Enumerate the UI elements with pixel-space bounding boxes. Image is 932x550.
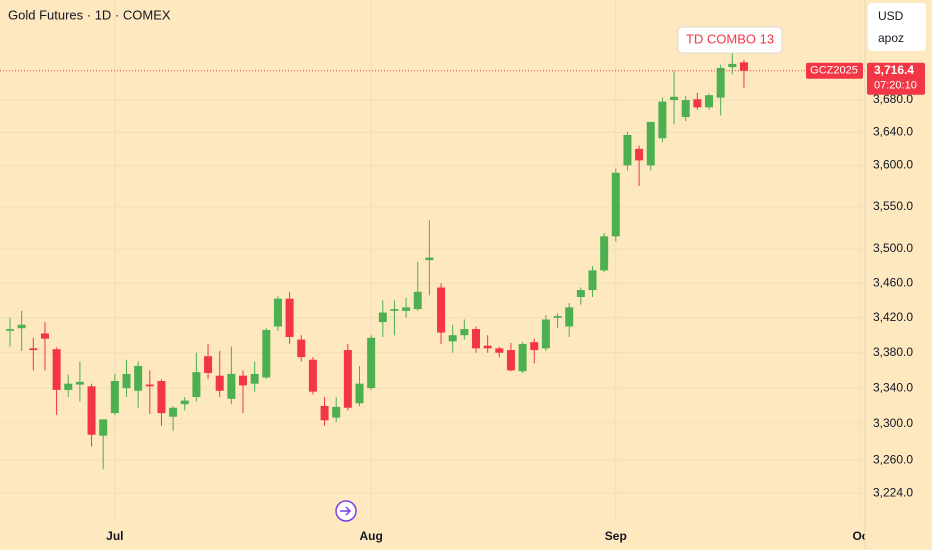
candle-body bbox=[355, 383, 364, 404]
candle-body bbox=[576, 290, 585, 297]
candle-body bbox=[169, 407, 178, 417]
candle-body bbox=[448, 335, 457, 342]
candle-body bbox=[611, 172, 620, 237]
candle-body bbox=[658, 101, 667, 139]
candle-body bbox=[425, 257, 434, 261]
candle-body bbox=[437, 287, 446, 333]
candle-body bbox=[472, 329, 480, 349]
candle-body bbox=[99, 419, 108, 436]
candle-body bbox=[378, 312, 387, 323]
candle-body bbox=[670, 96, 679, 101]
x-tick-label: Aug bbox=[359, 529, 382, 543]
candle-body bbox=[6, 329, 14, 331]
last-price-tag bbox=[867, 62, 925, 95]
candle-body bbox=[588, 270, 597, 291]
x-tick-label: Jul bbox=[106, 529, 123, 543]
y-tick-label: 3,380.0 bbox=[873, 345, 913, 359]
candle-body bbox=[646, 121, 655, 166]
candle-body bbox=[285, 298, 294, 337]
candle-body bbox=[367, 337, 376, 389]
candle-body bbox=[110, 381, 119, 414]
candle-body bbox=[530, 342, 539, 351]
last-price-label: 3,716.4 bbox=[874, 63, 914, 77]
candle-body bbox=[297, 339, 306, 358]
countdown: 07:20:10 bbox=[874, 80, 917, 92]
candle-body bbox=[192, 372, 201, 398]
candle-body bbox=[413, 291, 422, 310]
y-tick-label: 3,680.0 bbox=[873, 92, 913, 106]
candle-body bbox=[273, 298, 282, 327]
y-tick-label: 3,224.0 bbox=[873, 485, 913, 499]
y-tick-label: 3,420.0 bbox=[873, 310, 913, 324]
currency[interactable]: USD bbox=[878, 9, 904, 23]
candle-body bbox=[122, 373, 131, 389]
candle-body bbox=[239, 375, 247, 386]
candle-body bbox=[541, 319, 550, 349]
candle-body bbox=[262, 329, 271, 378]
candle-body bbox=[157, 381, 166, 414]
candle-body bbox=[705, 95, 713, 108]
candle-body bbox=[460, 329, 469, 336]
y-tick-label: 3,600.0 bbox=[873, 158, 913, 172]
candle-body bbox=[17, 324, 26, 329]
candle-body bbox=[693, 99, 702, 108]
candle-body bbox=[739, 62, 748, 71]
y-tick-label: 3,640.0 bbox=[873, 125, 913, 139]
candle-body bbox=[332, 406, 341, 418]
candle-body bbox=[250, 373, 259, 384]
candle-body bbox=[64, 383, 73, 390]
annotation-box bbox=[677, 26, 783, 54]
candle-body bbox=[506, 350, 515, 371]
candle-body bbox=[495, 348, 504, 353]
candle-body bbox=[402, 307, 411, 311]
candle-body bbox=[635, 148, 644, 161]
events-arrow bbox=[340, 506, 352, 516]
x-tick-label: Sep bbox=[605, 529, 627, 543]
candle-body bbox=[180, 400, 189, 405]
y-tick-label: 3,260.0 bbox=[873, 452, 913, 466]
candle-body bbox=[215, 375, 224, 391]
y-tick-label: 3,550.0 bbox=[873, 199, 913, 213]
account[interactable]: apoz bbox=[878, 31, 904, 45]
candle-body bbox=[227, 373, 236, 399]
candle-body bbox=[40, 333, 49, 339]
candle-body bbox=[553, 316, 562, 318]
y-tick-label: 3,500.0 bbox=[873, 241, 913, 255]
candle-body bbox=[728, 63, 737, 68]
candle-body bbox=[87, 386, 96, 435]
y-tick-label: 3,340.0 bbox=[873, 380, 913, 394]
candle-body bbox=[134, 365, 143, 391]
annotation: TD COMBO 13 bbox=[686, 31, 774, 46]
candle-body bbox=[308, 359, 317, 392]
candle-body bbox=[29, 348, 38, 351]
candle-body bbox=[320, 405, 329, 421]
candle-body bbox=[343, 350, 352, 408]
candle-body bbox=[518, 343, 527, 372]
y-tick-label: 3,460.0 bbox=[873, 275, 913, 289]
candle-body bbox=[600, 236, 609, 271]
candle-body bbox=[681, 100, 690, 118]
candle-body bbox=[204, 356, 213, 374]
candle-body bbox=[716, 67, 725, 98]
symbol-tag bbox=[806, 62, 863, 79]
candle-body bbox=[75, 381, 84, 385]
y-tick-label: 3,300.0 bbox=[873, 416, 913, 430]
currency-panel[interactable] bbox=[868, 3, 926, 51]
symbol-label: GCZ2025 bbox=[810, 65, 858, 77]
candle-body bbox=[623, 134, 632, 166]
candle-body bbox=[565, 307, 574, 327]
candle-body bbox=[390, 309, 399, 311]
candle-body bbox=[483, 345, 492, 349]
candle-body bbox=[145, 384, 154, 387]
chart-title: Gold Futures · 1D · COMEX bbox=[8, 7, 171, 22]
candle-body bbox=[52, 349, 61, 390]
x-tick-label: Oc bbox=[852, 529, 868, 543]
